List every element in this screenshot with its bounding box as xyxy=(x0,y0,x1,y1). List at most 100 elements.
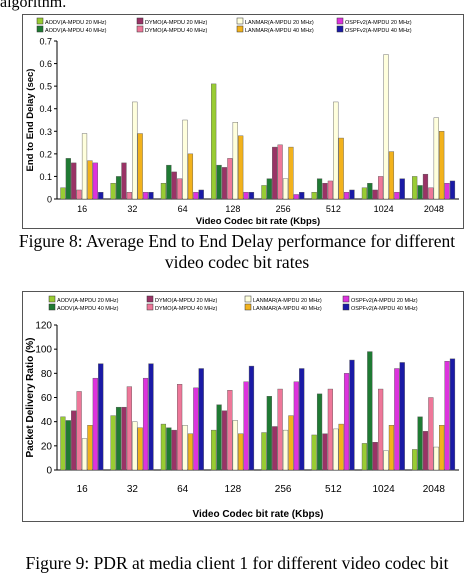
bar xyxy=(433,117,439,200)
bar xyxy=(142,377,149,471)
bar xyxy=(439,425,445,471)
bar xyxy=(322,433,328,471)
bar xyxy=(126,192,132,200)
bar xyxy=(137,133,143,200)
legend-label: LANMAR(A-MPDU 40 MHz) xyxy=(245,28,314,34)
y-tick-label: 120 xyxy=(35,321,52,332)
delay-chart-svg: AODV(A-MPDU 20 MHz) DYMO(A-MPDU 20 MHz) LA… xyxy=(25,17,459,227)
y-tick-label: 0.7 xyxy=(39,37,52,47)
bar xyxy=(148,363,154,471)
bar xyxy=(343,373,350,471)
bar xyxy=(71,162,77,200)
x-tick-label: 16 xyxy=(77,484,89,495)
bar xyxy=(87,425,93,471)
bar xyxy=(422,173,429,200)
figure-9-caption: Figure 9: PDR at media client 1 for diff… xyxy=(25,553,449,573)
bar xyxy=(81,133,88,200)
bar xyxy=(60,416,66,471)
y-tick-label: 0 xyxy=(47,195,52,205)
y-tick-label: 0.5 xyxy=(39,82,52,92)
bar xyxy=(187,433,194,471)
bar xyxy=(338,423,344,471)
bar xyxy=(399,362,405,471)
x-tick-label: 512 xyxy=(326,204,341,214)
legend-swatch xyxy=(336,25,344,33)
bar xyxy=(367,182,373,200)
legend-label: DYMO(A-MPDU 20 MHz) xyxy=(145,20,208,26)
bar xyxy=(449,180,456,200)
bar xyxy=(216,404,222,471)
bar xyxy=(98,192,104,200)
legend-label: AODV(A-MPDU 20 MHz) xyxy=(45,20,107,26)
bar xyxy=(182,119,188,200)
bar xyxy=(177,384,183,471)
legend-swatch xyxy=(136,25,144,33)
bar xyxy=(293,381,299,471)
legend-swatch xyxy=(36,17,44,25)
bar xyxy=(81,438,88,471)
bar xyxy=(221,410,228,471)
bar xyxy=(248,365,255,471)
legend-swatch xyxy=(146,295,154,303)
bar xyxy=(171,429,177,471)
x-tick-label: 256 xyxy=(276,204,291,214)
bar xyxy=(428,187,434,200)
bar xyxy=(439,131,445,200)
bar xyxy=(388,151,395,200)
bar xyxy=(110,415,116,471)
bar xyxy=(316,393,323,471)
bar xyxy=(277,144,283,200)
preceding-text: algorithm. xyxy=(0,0,67,11)
legend-swatch xyxy=(48,295,56,303)
bar xyxy=(160,423,167,471)
legend-label: LANMAR(A-MPDU 20 MHz) xyxy=(253,298,322,304)
legend-label: LANMAR(A-MPDU 40 MHz) xyxy=(253,306,322,312)
figure-9-chart: AODV(A-MPDU 20 MHz) DYMO(A-MPDU 20 MHz) LA… xyxy=(22,291,464,522)
x-tick-label: 1024 xyxy=(373,484,396,495)
legend-swatch xyxy=(136,17,144,25)
bar xyxy=(417,185,423,200)
bar xyxy=(412,176,418,200)
y-tick-label: 0 xyxy=(46,466,52,477)
figure-8-chart: AODV(A-MPDU 20 MHz) DYMO(A-MPDU 20 MHz) LA… xyxy=(22,14,464,229)
bar xyxy=(121,162,127,200)
bar xyxy=(76,189,82,200)
bar xyxy=(148,192,154,200)
bar xyxy=(361,187,368,200)
bar xyxy=(272,426,278,471)
x-tick-label: 64 xyxy=(178,204,188,214)
bar xyxy=(322,182,328,200)
bar xyxy=(378,176,384,200)
y-axis-label: End to End Delay (sec) xyxy=(25,69,36,172)
legend-swatch xyxy=(244,303,252,311)
bar xyxy=(266,178,272,200)
bar xyxy=(444,182,450,200)
bar xyxy=(299,368,305,471)
bar xyxy=(372,189,378,200)
bar xyxy=(137,427,143,471)
bar xyxy=(71,410,77,471)
legend-label: OSPFv2(A-MPDU 20 MHz) xyxy=(345,20,412,26)
legend-swatch xyxy=(236,17,244,25)
bar xyxy=(349,359,355,471)
bar xyxy=(266,396,272,471)
bar xyxy=(198,189,204,200)
bar xyxy=(238,433,244,471)
bar xyxy=(171,171,177,200)
bar xyxy=(92,377,98,471)
bar xyxy=(121,406,127,471)
bar xyxy=(98,363,104,471)
bar xyxy=(288,415,294,471)
x-tick-label: 64 xyxy=(177,484,189,495)
bar xyxy=(60,187,66,200)
bar xyxy=(394,192,400,200)
legend-label: AODV(A-MPDU 40 MHz) xyxy=(45,28,107,34)
bar xyxy=(238,135,244,200)
bar xyxy=(221,167,228,200)
bar xyxy=(211,429,217,471)
y-tick-label: 0.3 xyxy=(39,127,52,137)
bar xyxy=(449,358,456,471)
legend-label: LANMAR(A-MPDU 20 MHz) xyxy=(245,20,314,26)
bar xyxy=(282,178,289,200)
bar xyxy=(126,386,132,471)
